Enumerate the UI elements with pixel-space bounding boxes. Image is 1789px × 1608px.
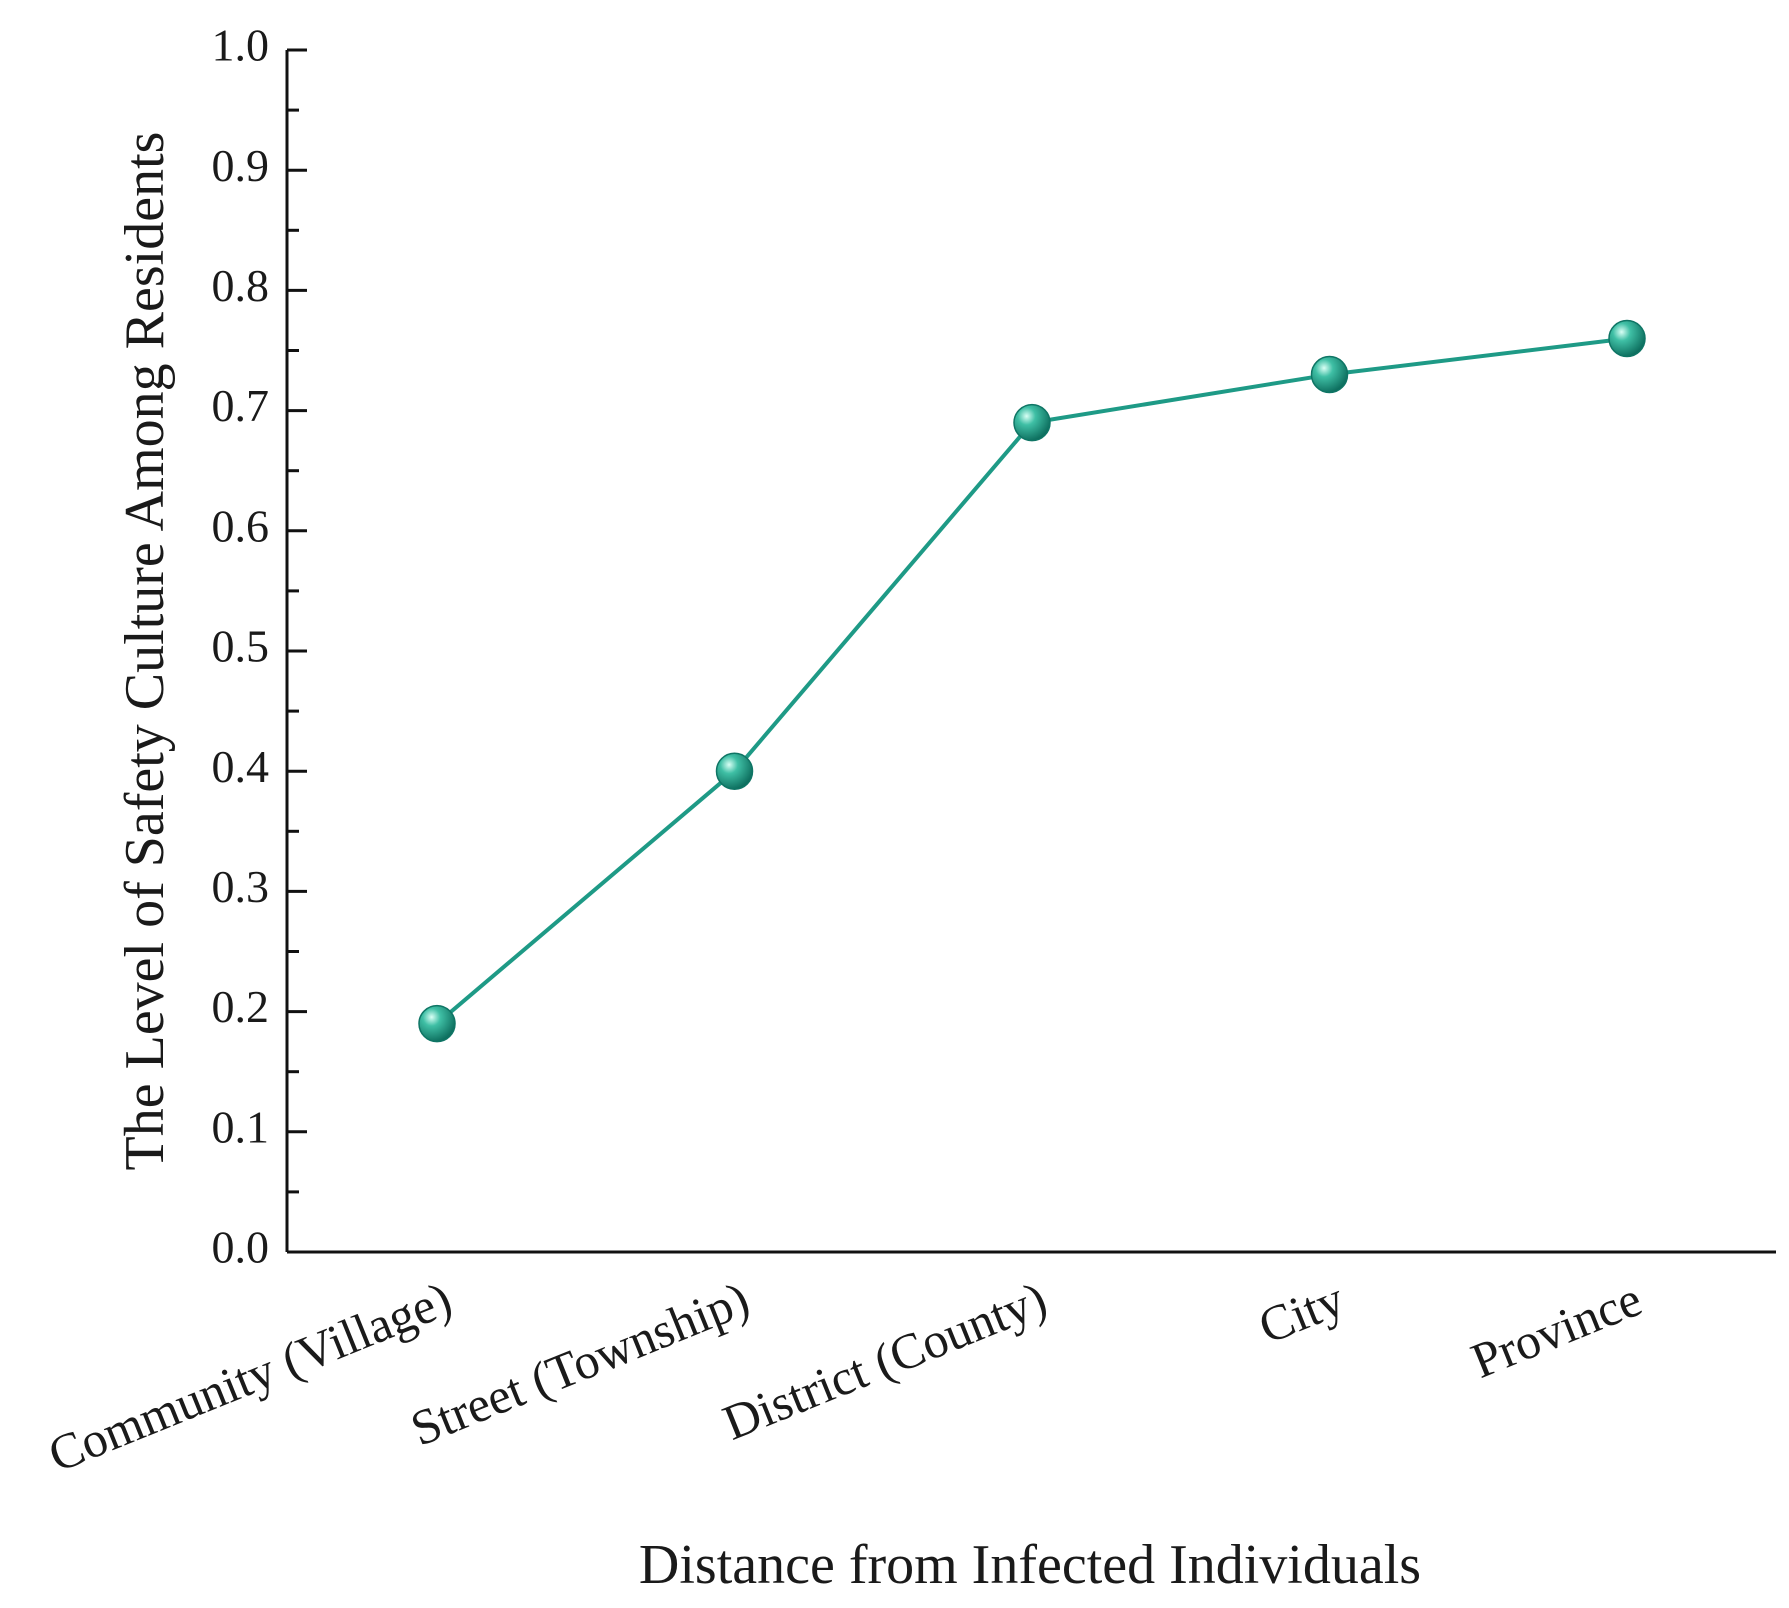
x-tick-label: Street (Township) bbox=[403, 1270, 757, 1456]
tick-marks bbox=[287, 48, 307, 1254]
x-tick-label: Community (Village) bbox=[40, 1270, 459, 1483]
x-tick-label: City bbox=[1251, 1270, 1352, 1354]
y-tick-label: 0.0 bbox=[212, 1222, 270, 1273]
data-point bbox=[715, 752, 754, 790]
y-tick-label: 0.6 bbox=[212, 500, 270, 551]
data-point bbox=[418, 1004, 456, 1043]
data-point bbox=[1310, 355, 1349, 394]
data-point bbox=[1608, 319, 1646, 358]
y-tick-label: 0.2 bbox=[212, 981, 270, 1032]
y-tick-label: 0.9 bbox=[212, 140, 270, 191]
y-tick-label: 0.3 bbox=[212, 861, 270, 912]
axes bbox=[285, 50, 1776, 1254]
y-tick-label: 0.1 bbox=[212, 1101, 270, 1152]
y-tick-label: 0.4 bbox=[212, 741, 270, 792]
data-point bbox=[1013, 403, 1051, 442]
y-axis-title: The Level of Safety Culture Among Reside… bbox=[114, 132, 176, 1171]
y-tick-label: 1.0 bbox=[212, 20, 270, 71]
tick-labels: 0.0 0.1 0.2 0.3 0.4 0.5 0.6 0.7 0.8 0.9 1.0 Communi… bbox=[40, 20, 1649, 1483]
y-tick-label: 0.8 bbox=[212, 260, 270, 311]
y-tick-label: 0.7 bbox=[212, 380, 270, 431]
x-tick-label: District (County) bbox=[715, 1270, 1054, 1450]
series-layer bbox=[418, 319, 1646, 1043]
x-axis-title: Distance from Infected Individuals bbox=[639, 1534, 1421, 1596]
x-tick-label: Province bbox=[1463, 1270, 1649, 1389]
y-tick-label: 0.5 bbox=[212, 621, 270, 672]
